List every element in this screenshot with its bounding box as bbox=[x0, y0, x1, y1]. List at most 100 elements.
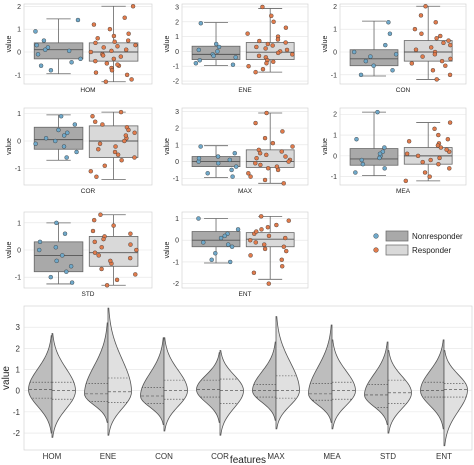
nonresponder-point bbox=[62, 231, 68, 236]
responder-point bbox=[412, 26, 418, 32]
responder-point bbox=[433, 20, 438, 25]
nonresponder-point bbox=[393, 52, 399, 57]
nonresponder-point bbox=[56, 127, 61, 133]
responder-point bbox=[283, 235, 288, 241]
nonresponder-point bbox=[43, 136, 49, 141]
nonresponder-point bbox=[227, 157, 232, 163]
y-tick-label: 2 bbox=[175, 126, 179, 133]
responder-point bbox=[437, 155, 442, 161]
nonresponder-point bbox=[66, 48, 72, 54]
responder-point bbox=[262, 135, 268, 141]
responder-point bbox=[253, 161, 258, 166]
responder-box bbox=[403, 40, 453, 62]
nonresponder-point bbox=[387, 31, 393, 36]
responder-point bbox=[126, 31, 131, 36]
responder-point bbox=[96, 253, 101, 258]
responder-point bbox=[270, 43, 275, 48]
responder-point bbox=[93, 40, 98, 46]
nonresponder-half-violin bbox=[140, 337, 165, 425]
responder-point bbox=[91, 22, 97, 27]
nonresponder-point bbox=[353, 170, 358, 175]
nonresponder-box bbox=[349, 49, 399, 67]
nonresponder-box bbox=[33, 42, 84, 60]
y-tick-label: 2 bbox=[333, 112, 337, 119]
y-tick-label: 1 bbox=[17, 27, 21, 34]
responder-point bbox=[254, 44, 259, 50]
nonresponder-box bbox=[33, 126, 84, 150]
x-tick-label: MEA bbox=[323, 452, 341, 461]
nonresponder-point bbox=[354, 137, 359, 142]
responder-point bbox=[111, 56, 117, 62]
responder-point bbox=[95, 36, 100, 41]
responder-point bbox=[93, 70, 99, 75]
responder-point bbox=[404, 151, 410, 156]
y-tick-label: 0 bbox=[175, 49, 179, 56]
responder-point bbox=[118, 54, 124, 59]
responder-point bbox=[432, 126, 437, 132]
nonresponder-half-violin bbox=[308, 324, 333, 423]
responder-point bbox=[113, 144, 118, 149]
responder-point bbox=[253, 120, 258, 126]
legend-dot-responder bbox=[373, 247, 379, 253]
responder-point bbox=[284, 47, 290, 53]
nonresponder-point bbox=[368, 54, 373, 59]
responder-point bbox=[96, 147, 101, 152]
category-label: STD bbox=[82, 291, 95, 298]
nonresponder-box bbox=[33, 241, 84, 273]
y-tick-label: 3 bbox=[16, 323, 21, 332]
responder-point bbox=[123, 133, 129, 138]
y-tick-label: 0 bbox=[175, 238, 179, 245]
responder-point bbox=[115, 62, 120, 67]
nonresponder-point bbox=[196, 216, 201, 221]
box-panel-max: -1 0 1 2 3 value MAX bbox=[164, 107, 309, 195]
responder-point bbox=[127, 255, 133, 261]
responder-point bbox=[245, 31, 250, 36]
nonresponder-point bbox=[227, 259, 233, 265]
responder-half-violin bbox=[107, 307, 132, 436]
y-tick-label: 0 bbox=[175, 159, 179, 166]
y-tick-label: -1 bbox=[331, 174, 337, 181]
box-panel-std: -1 0 1 value STD bbox=[6, 211, 153, 298]
nonresponder-point bbox=[375, 109, 380, 115]
responder-point bbox=[286, 159, 291, 164]
nonresponder-point bbox=[377, 155, 382, 161]
responder-point bbox=[271, 19, 276, 24]
responder-point bbox=[98, 212, 103, 217]
nonresponder-point bbox=[386, 20, 391, 25]
responder-point bbox=[128, 242, 133, 247]
responder-point bbox=[271, 59, 276, 64]
responder-point bbox=[445, 137, 451, 142]
nonresponder-point bbox=[35, 52, 41, 57]
nonresponder-point bbox=[226, 242, 231, 247]
responder-point bbox=[444, 147, 449, 152]
responder-point bbox=[128, 231, 133, 236]
responder-point bbox=[256, 53, 262, 59]
responder-point bbox=[275, 37, 281, 42]
nonresponder-point bbox=[43, 47, 48, 52]
responder-point bbox=[286, 218, 291, 223]
responder-point bbox=[104, 283, 110, 288]
x-tick-label: COR bbox=[211, 452, 229, 461]
nonresponder-point bbox=[53, 245, 59, 250]
y-tick-label: 1 bbox=[175, 142, 179, 149]
nonresponder-point bbox=[216, 161, 221, 166]
responder-point bbox=[258, 162, 263, 168]
nonresponder-point bbox=[60, 253, 65, 258]
responder-point bbox=[109, 48, 114, 54]
nonresponder-point bbox=[235, 227, 241, 232]
responder-point bbox=[260, 4, 265, 10]
nonresponder-point bbox=[196, 156, 202, 161]
nonresponder-point bbox=[216, 44, 222, 50]
responder-point bbox=[275, 167, 281, 173]
responder-point bbox=[290, 144, 295, 149]
responder-point bbox=[427, 174, 432, 179]
nonresponder-point bbox=[205, 171, 210, 176]
responder-point bbox=[103, 79, 109, 84]
responder-point bbox=[262, 242, 267, 247]
responder-point bbox=[107, 26, 113, 32]
nonresponder-point bbox=[383, 42, 388, 48]
responder-half-violin bbox=[51, 333, 76, 438]
nonresponder-point bbox=[69, 60, 74, 65]
nonresponder-point bbox=[198, 144, 203, 149]
nonresponder-point bbox=[359, 157, 364, 163]
